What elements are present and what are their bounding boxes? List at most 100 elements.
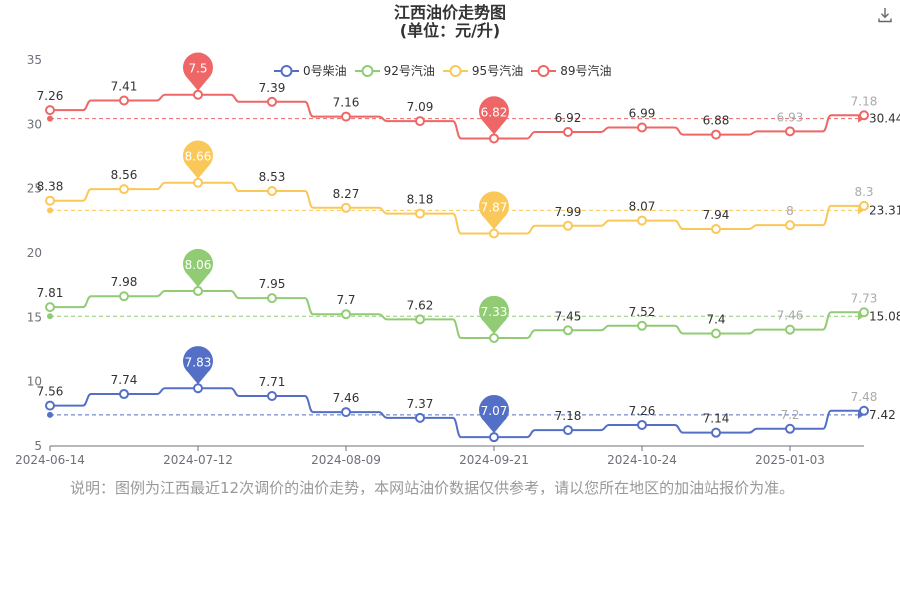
data-label: 7.98 xyxy=(111,275,138,289)
pin-label: 8.66 xyxy=(185,150,212,164)
data-point xyxy=(415,412,425,423)
data-label: 6.93 xyxy=(777,110,804,124)
pin-label: 8.06 xyxy=(185,258,212,272)
data-point xyxy=(489,333,499,344)
pin-label: 7.83 xyxy=(185,355,212,369)
data-label: 7.74 xyxy=(111,373,138,387)
data-label: 7.37 xyxy=(407,397,434,411)
data-point xyxy=(785,126,795,137)
data-label: 7.95 xyxy=(259,277,286,291)
data-point xyxy=(415,116,425,127)
y-tick-label: 35 xyxy=(27,53,42,67)
data-point xyxy=(637,320,647,331)
average-line-start-dot xyxy=(47,207,53,214)
data-label: 7.2 xyxy=(780,408,799,422)
data-point xyxy=(563,220,573,231)
series-line xyxy=(50,181,864,235)
x-tick-label: 2024-07-12 xyxy=(163,453,233,467)
x-tick-label: 2024-10-24 xyxy=(607,453,677,467)
data-label: 7.73 xyxy=(851,291,878,305)
data-label: 8.3 xyxy=(854,185,873,199)
chart-title: 江西油价走势图 xyxy=(393,3,506,22)
average-line-start-dot xyxy=(47,115,53,122)
data-label: 7.18 xyxy=(555,409,582,423)
data-point xyxy=(341,202,351,213)
pin-label: 7.5 xyxy=(188,62,207,76)
pin-marker xyxy=(183,140,213,179)
data-point xyxy=(193,89,203,100)
chart-note: 说明：图例为江西最近12次调价的油价走势，本网站油价数据仅供参考，请以您所在地区… xyxy=(70,479,795,497)
data-point xyxy=(785,220,795,231)
data-label: 7.39 xyxy=(259,81,286,95)
data-label: 8.53 xyxy=(259,170,286,184)
data-label: 8.07 xyxy=(629,200,656,214)
legend-item[interactable]: 95号汽油 xyxy=(442,62,524,79)
pin-label: 6.82 xyxy=(481,105,508,119)
chart-title-block: 江西油价走势图 (单位：元/升) xyxy=(0,4,900,40)
data-label: 7.48 xyxy=(851,390,878,404)
data-label: 7.45 xyxy=(555,309,582,323)
data-point xyxy=(711,427,721,438)
average-line-label: 7.42 xyxy=(869,408,896,422)
average-line-label: 15.08 xyxy=(869,309,900,323)
data-point xyxy=(193,286,203,297)
data-point xyxy=(563,127,573,138)
data-point xyxy=(859,405,869,416)
data-point xyxy=(563,325,573,336)
data-point xyxy=(341,407,351,418)
y-tick-label: 20 xyxy=(27,246,42,260)
legend-label: 95号汽油 xyxy=(471,64,524,78)
data-label: 7.18 xyxy=(851,94,878,108)
data-point xyxy=(119,95,129,106)
data-label: 7.52 xyxy=(629,305,656,319)
data-label: 7.46 xyxy=(333,391,360,405)
chart-subtitle: (单位：元/升) xyxy=(399,21,501,40)
chart-legend: 0号柴油 92号汽油 95号汽油 89号汽油 xyxy=(274,62,619,79)
data-point xyxy=(489,432,499,443)
data-point xyxy=(489,133,499,144)
legend-item[interactable]: 89号汽油 xyxy=(531,62,611,79)
data-label: 7.14 xyxy=(703,412,730,426)
pin-marker xyxy=(478,394,509,434)
data-point xyxy=(637,122,647,133)
data-label: 7.26 xyxy=(629,404,656,418)
data-label: 7.26 xyxy=(37,89,64,103)
legend-marker-icon xyxy=(531,64,557,77)
data-point xyxy=(415,208,425,219)
legend-label: 89号汽油 xyxy=(560,64,612,78)
data-point xyxy=(489,228,499,239)
legend-marker-icon xyxy=(442,64,468,77)
data-point xyxy=(341,111,351,122)
data-point xyxy=(45,302,55,313)
data-point xyxy=(267,186,277,197)
data-point xyxy=(45,105,55,116)
data-point xyxy=(119,184,129,195)
data-label: 8.27 xyxy=(333,187,360,201)
data-label: 7.99 xyxy=(555,205,582,219)
data-label: 7.46 xyxy=(777,309,804,323)
series-line xyxy=(50,93,864,140)
data-point xyxy=(637,215,647,226)
data-label: 8.56 xyxy=(111,168,138,182)
download-icon-svg xyxy=(878,8,892,23)
data-point xyxy=(119,291,129,302)
download-icon[interactable] xyxy=(876,6,894,24)
legend-item[interactable]: 92号汽油 xyxy=(354,62,435,79)
data-point xyxy=(711,224,721,235)
pin-marker xyxy=(183,346,213,385)
legend-item[interactable]: 0号柴油 xyxy=(274,62,347,79)
pin-marker xyxy=(183,248,213,288)
average-line-label: 30.44 xyxy=(869,112,900,126)
average-line-start-dot xyxy=(47,313,53,320)
series-line xyxy=(50,290,864,340)
legend-label: 0号柴油 xyxy=(303,64,347,78)
y-tick-label: 30 xyxy=(27,117,42,131)
average-line-start-dot xyxy=(47,411,53,418)
legend-marker-icon xyxy=(274,64,299,77)
data-point xyxy=(193,383,203,394)
data-point xyxy=(341,309,351,320)
pin-label: 7.33 xyxy=(481,305,508,319)
x-tick-label: 2024-08-09 xyxy=(311,453,381,467)
